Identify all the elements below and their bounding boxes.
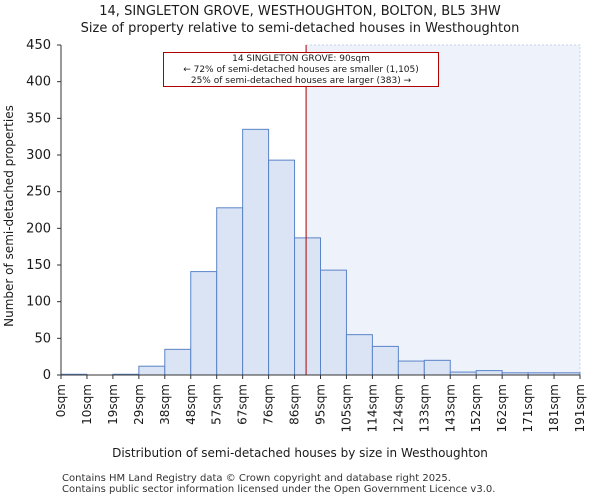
y-tick-label: 50 <box>34 331 51 346</box>
histogram-bar <box>475 370 503 376</box>
x-tick-label: 95sqm <box>314 384 328 425</box>
x-tick-label: 114sqm <box>365 384 379 432</box>
x-tick-label: 86sqm <box>288 384 302 425</box>
y-tick-label: 400 <box>26 75 51 90</box>
x-tick-label: 124sqm <box>391 384 405 432</box>
property-annotation: 14 SINGLETON GROVE: 90sqm ← 72% of semi-… <box>163 52 439 87</box>
y-tick-label: 250 <box>26 185 51 200</box>
histogram-bar <box>423 359 451 376</box>
histogram-bar <box>268 159 296 376</box>
y-tick-label: 450 <box>26 38 51 53</box>
histogram-bar <box>294 237 321 376</box>
histogram-bar <box>164 348 192 376</box>
x-tick-label: 143sqm <box>443 384 457 432</box>
histogram-bar <box>320 269 347 376</box>
y-tick-label: 350 <box>26 111 51 126</box>
histogram-bar <box>397 360 425 376</box>
attribution-footer: Contains HM Land Registry data © Crown c… <box>62 473 495 495</box>
x-tick-label: 29sqm <box>132 384 146 425</box>
x-tick-label: 0sqm <box>54 384 68 417</box>
x-tick-label: 181sqm <box>547 384 561 432</box>
x-tick-label: 105sqm <box>339 384 353 432</box>
chart-title: 14, SINGLETON GROVE, WESTHOUGHTON, BOLTO… <box>0 3 600 37</box>
y-tick-label: 150 <box>26 258 51 273</box>
x-tick-label: 67sqm <box>236 384 250 425</box>
x-tick-label: 57sqm <box>210 384 224 425</box>
x-tick-label: 152sqm <box>469 384 483 432</box>
x-tick-label: 38sqm <box>158 384 172 425</box>
x-tick-label: 133sqm <box>417 384 431 432</box>
x-axis-label: Distribution of semi-detached houses by … <box>112 446 488 460</box>
x-tick-label: 171sqm <box>521 384 535 432</box>
footer-line-2: Contains public sector information licen… <box>62 484 496 495</box>
x-tick-label: 191sqm <box>573 384 587 432</box>
histogram-bar <box>138 365 166 376</box>
highlight-region <box>305 44 581 376</box>
x-tick-label: 48sqm <box>184 384 198 425</box>
y-axis-label: Number of semi-detached properties <box>2 105 16 327</box>
annotation-line-3: 25% of semi-detached houses are larger (… <box>190 76 412 86</box>
footer-line-1: Contains HM Land Registry data © Crown c… <box>62 473 451 484</box>
title-line-1: 14, SINGLETON GROVE, WESTHOUGHTON, BOLTO… <box>99 4 501 19</box>
histogram-bar <box>216 207 244 376</box>
x-tick-label: 10sqm <box>80 384 94 425</box>
histogram-bar <box>371 345 399 376</box>
annotation-line-2: ← 72% of semi-detached houses are smalle… <box>183 65 419 75</box>
x-tick-label: 162sqm <box>495 384 509 432</box>
histogram-bar <box>345 334 373 376</box>
y-tick-label: 100 <box>26 295 51 310</box>
title-line-2: Size of property relative to semi-detach… <box>80 21 520 36</box>
annotation-line-1: 14 SINGLETON GROVE: 90sqm <box>232 54 370 64</box>
x-tick-label: 76sqm <box>262 384 276 425</box>
histogram-bar <box>242 128 270 376</box>
x-tick-label: 19sqm <box>106 384 120 425</box>
y-tick-label: 200 <box>26 221 51 236</box>
y-tick-label: 0 <box>43 368 51 383</box>
y-tick-label: 300 <box>26 148 51 163</box>
histogram-bar <box>190 271 218 376</box>
